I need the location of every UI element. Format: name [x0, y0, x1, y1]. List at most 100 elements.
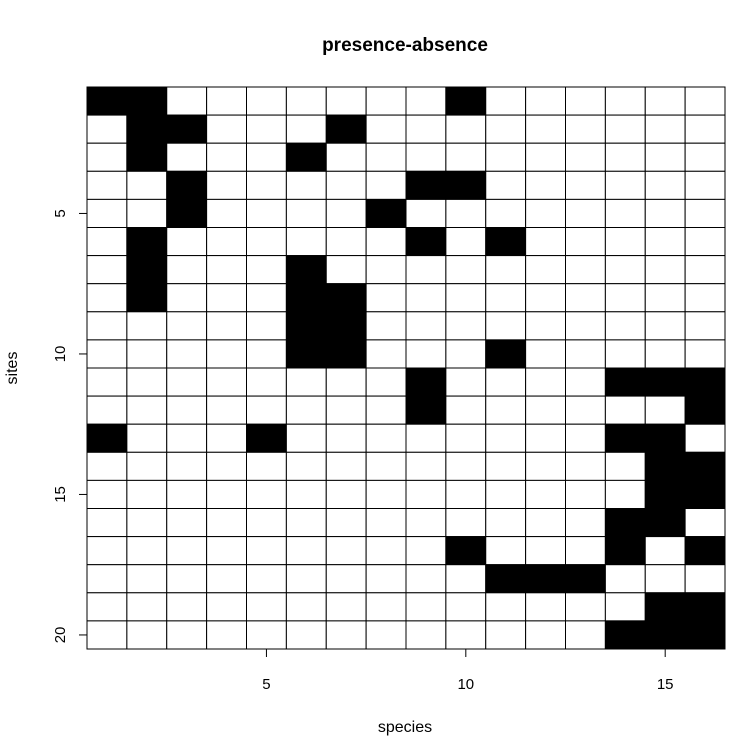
heatmap-cell: [325, 508, 367, 538]
y-axis-label: sites: [4, 352, 21, 385]
heatmap-cell: [206, 367, 247, 397]
heatmap-cell: [285, 508, 327, 538]
heatmap-cell: [644, 339, 686, 369]
heatmap-cell: [166, 395, 208, 425]
heatmap-cell: [565, 142, 606, 172]
heatmap-cell: [684, 339, 726, 369]
heatmap-cell: [644, 142, 686, 172]
heatmap-cell: [485, 170, 527, 200]
heatmap-cell: [644, 620, 686, 650]
heatmap-cell: [365, 311, 407, 341]
heatmap-cell: [166, 479, 208, 509]
heatmap-cell: [126, 592, 168, 622]
heatmap-cell: [445, 508, 487, 538]
heatmap-cell: [684, 423, 726, 453]
heatmap-cell: [644, 479, 686, 509]
heatmap-cell: [166, 283, 208, 313]
heatmap-cell: [485, 339, 527, 369]
heatmap-cell: [166, 508, 208, 538]
heatmap-cell: [86, 479, 128, 509]
heatmap-cell: [565, 311, 606, 341]
heatmap-cell: [285, 339, 327, 369]
heatmap-cell: [86, 311, 128, 341]
heatmap-cell: [445, 86, 487, 116]
heatmap-cell: [285, 620, 327, 650]
heatmap-cell: [166, 592, 208, 622]
heatmap-cell: [285, 564, 327, 594]
heatmap-cell: [365, 339, 407, 369]
heatmap-cell: [325, 170, 367, 200]
heatmap-cell: [565, 508, 606, 538]
heatmap-cell: [126, 142, 168, 172]
heatmap-cell: [206, 508, 247, 538]
heatmap-cell: [644, 395, 686, 425]
heatmap-cell: [684, 367, 726, 397]
heatmap-cell: [445, 114, 487, 144]
heatmap-cell: [485, 423, 527, 453]
heatmap-cell: [86, 255, 128, 285]
heatmap-cell: [285, 170, 327, 200]
heatmap-cell: [126, 536, 168, 566]
heatmap-cell: [684, 592, 726, 622]
x-axis: 5 10 15: [262, 649, 674, 693]
heatmap-cell: [405, 592, 447, 622]
heatmap-cell: [565, 451, 606, 481]
heatmap-cell: [206, 114, 247, 144]
heatmap-cell: [445, 451, 487, 481]
heatmap-cell: [365, 564, 407, 594]
heatmap-cell: [206, 536, 247, 566]
heatmap-cell: [126, 620, 168, 650]
heatmap-cell: [246, 142, 287, 172]
heatmap-cell: [565, 479, 606, 509]
heatmap-cell: [206, 311, 247, 341]
heatmap-cell: [285, 395, 327, 425]
heatmap-cell: [365, 255, 407, 285]
heatmap-cell: [246, 255, 287, 285]
heatmap-cell: [684, 255, 726, 285]
heatmap-cell: [126, 367, 168, 397]
heatmap-cell: [604, 367, 646, 397]
heatmap-cell: [684, 620, 726, 650]
heatmap-cell: [565, 367, 606, 397]
heatmap-cell: [325, 564, 367, 594]
heatmap-cell: [405, 451, 447, 481]
heatmap-cell: [166, 451, 208, 481]
heatmap-cell: [325, 227, 367, 257]
heatmap-cell: [525, 451, 566, 481]
heatmap-cell: [246, 367, 287, 397]
heatmap-cell: [86, 283, 128, 313]
heatmap-cell: [246, 170, 287, 200]
heatmap-cell: [285, 283, 327, 313]
heatmap-cell: [445, 423, 487, 453]
heatmap-cell: [166, 227, 208, 257]
heatmap-cell: [325, 198, 367, 228]
heatmap-cell: [325, 479, 367, 509]
heatmap-cell: [246, 564, 287, 594]
heatmap-cell: [684, 536, 726, 566]
heatmap-cell: [166, 620, 208, 650]
heatmap-cell: [86, 142, 128, 172]
heatmap-cell: [86, 592, 128, 622]
heatmap-cell: [445, 367, 487, 397]
heatmap-cell: [126, 198, 168, 228]
heatmap-cell: [485, 198, 527, 228]
heatmap-cell: [246, 114, 287, 144]
heatmap-cell: [525, 508, 566, 538]
heatmap-cell: [325, 339, 367, 369]
heatmap-cell: [485, 367, 527, 397]
heatmap-cell: [166, 170, 208, 200]
heatmap-cell: [86, 170, 128, 200]
heatmap-cell: [565, 395, 606, 425]
heatmap-cell: [126, 479, 168, 509]
heatmap-cell: [246, 86, 287, 116]
heatmap-cell: [365, 423, 407, 453]
heatmap-cell: [644, 283, 686, 313]
heatmap-cell: [166, 564, 208, 594]
heatmap-cell: [525, 339, 566, 369]
heatmap-cell: [126, 339, 168, 369]
heatmap-cell: [166, 114, 208, 144]
heatmap-cell: [485, 142, 527, 172]
heatmap-cell: [604, 592, 646, 622]
heatmap-cell: [445, 620, 487, 650]
heatmap-cell: [86, 508, 128, 538]
